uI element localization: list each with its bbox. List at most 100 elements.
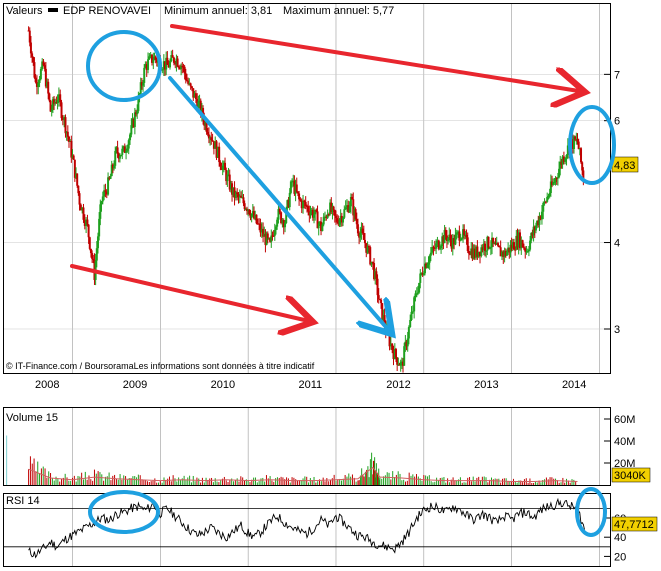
candle-down-body — [258, 223, 261, 225]
candle-up-body — [420, 272, 423, 274]
candle-down-body — [582, 170, 585, 182]
candle-down-body — [551, 181, 554, 185]
candle-down-body — [405, 341, 408, 347]
candle-up-body — [431, 247, 434, 253]
candle-down-body — [172, 57, 175, 63]
candle-up-body — [447, 237, 450, 242]
candle-down-body — [375, 271, 378, 279]
candle-down-body — [253, 211, 256, 219]
candle-up-body — [393, 349, 396, 359]
candle-down-body — [154, 56, 157, 60]
candle-up-body — [552, 182, 555, 185]
candle-down-body — [355, 219, 358, 225]
candle-up-body — [216, 146, 219, 158]
candle-up-body — [130, 125, 133, 135]
candle-down-body — [367, 246, 370, 248]
candle-up-body — [127, 140, 130, 149]
candle-down-body — [531, 233, 534, 236]
candle-up-body — [435, 243, 438, 249]
candle-up-body — [515, 235, 518, 250]
candle-down-body — [555, 178, 558, 180]
candle-up-body — [507, 247, 510, 252]
candle-down-body — [28, 30, 31, 43]
candle-down-body — [192, 88, 195, 98]
candle-down-body — [104, 190, 107, 192]
x-tick-label: 2011 — [298, 379, 322, 391]
copyright-note: © IT-Finance.com / BoursoramaLes informa… — [6, 361, 315, 371]
candle-down-body — [537, 220, 540, 225]
candle-up-body — [222, 162, 225, 166]
candle-down-body — [492, 237, 495, 244]
candle-up-body — [349, 196, 352, 207]
candle-up-body — [566, 145, 569, 156]
candle-up-body — [63, 117, 66, 121]
candle-down-body — [392, 349, 395, 359]
candle-up-body — [103, 190, 106, 197]
candle-down-body — [262, 228, 265, 237]
candle-up-body — [310, 209, 313, 212]
candle-up-body — [100, 201, 103, 205]
candle-down-body — [398, 364, 401, 366]
candle-up-body — [527, 249, 530, 252]
candle-up-body — [470, 248, 473, 255]
price-y-tick-label: 7 — [614, 69, 620, 81]
candle-up-body — [422, 273, 425, 275]
candle-up-body — [95, 248, 98, 261]
volume-last-badge-bg — [611, 467, 651, 483]
annotation-circle-peak — [86, 30, 162, 102]
candle-down-body — [77, 185, 80, 194]
candle-up-body — [455, 232, 458, 235]
candle-up-body — [274, 226, 277, 230]
volume-moving-average — [28, 466, 578, 482]
candle-up-body — [338, 219, 341, 225]
candle-down-body — [87, 224, 90, 238]
candle-up-body — [400, 361, 403, 363]
candle-down-body — [336, 218, 339, 222]
candle-down-body — [467, 251, 470, 254]
candle-up-body — [126, 148, 129, 151]
annotation-red-arrow-top — [170, 24, 585, 92]
candle-up-body — [288, 192, 291, 208]
candle-down-body — [35, 82, 38, 87]
candle-up-body — [107, 177, 110, 195]
candle-up-body — [162, 61, 165, 70]
candle-down-body — [352, 199, 355, 216]
candle-up-body — [302, 200, 305, 209]
candle-down-body — [207, 134, 210, 139]
candle-down-body — [562, 156, 565, 162]
candle-up-body — [511, 242, 514, 249]
candle-down-body — [377, 295, 380, 300]
candle-up-body — [232, 187, 235, 195]
candle-up-body — [209, 137, 212, 139]
candle-up-body — [438, 248, 441, 250]
candle-up-body — [75, 173, 78, 178]
candle-down-body — [219, 162, 222, 167]
candle-up-body — [436, 240, 439, 244]
candle-down-body — [373, 263, 376, 280]
candle-up-body — [532, 226, 535, 236]
candle-down-body — [333, 209, 336, 216]
candle-up-body — [227, 174, 230, 176]
candle-down-body — [181, 65, 184, 67]
candle-up-body — [214, 141, 217, 149]
candle-up-body — [188, 83, 191, 85]
candle-down-body — [245, 208, 248, 212]
candle-down-body — [299, 199, 302, 201]
candle-up-body — [324, 216, 327, 218]
candle-down-body — [205, 121, 208, 132]
legend-min: Minimum annuel: 3,81 — [164, 5, 272, 17]
candle-up-body — [115, 147, 118, 151]
candle-up-body — [309, 211, 312, 216]
candle-down-body — [502, 251, 505, 257]
candle-up-body — [559, 161, 562, 169]
candle-down-body — [225, 170, 228, 182]
candle-down-body — [243, 203, 246, 210]
x-tick-label: 2010 — [211, 379, 235, 391]
candle-up-body — [265, 233, 268, 245]
candle-down-body — [53, 99, 56, 104]
candle-up-body — [525, 251, 528, 253]
candle-up-body — [285, 208, 288, 223]
candle-up-body — [360, 228, 363, 234]
candle-up-body — [536, 220, 539, 226]
